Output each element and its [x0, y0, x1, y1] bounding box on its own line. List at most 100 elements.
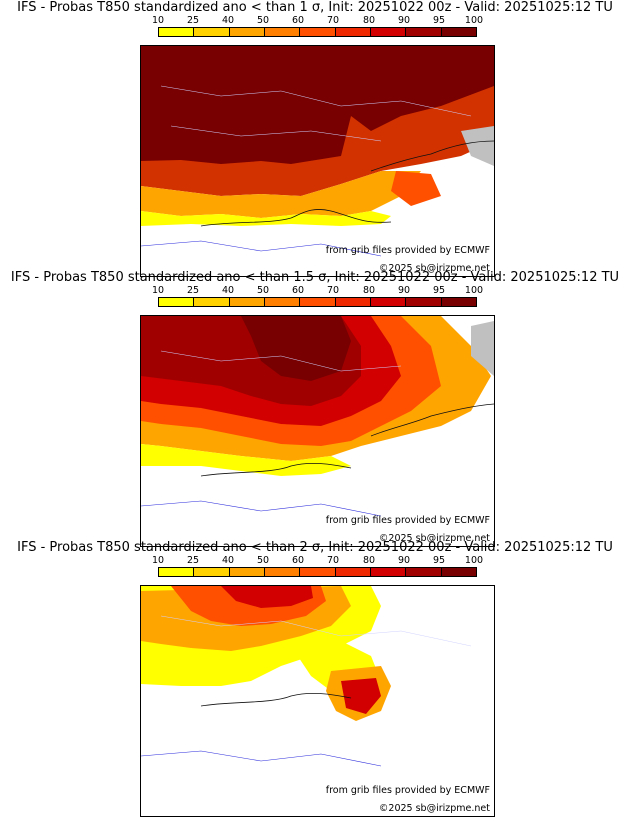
colorbar-label: 60 [291, 15, 305, 26]
colorbar-label: 50 [256, 15, 270, 26]
copyright: ©2025 sb@irizpme.net [378, 803, 490, 814]
colorbar-label: 10 [151, 15, 165, 26]
mountain-mask [471, 321, 494, 376]
colorbar-segment [229, 568, 265, 576]
colorbar-label: 95 [432, 15, 446, 26]
probability-map: from grib files provided by ECMWF ©2025 … [140, 585, 495, 817]
mountain-mask [461, 126, 494, 166]
map-panel-3: IFS - Probas T850 standardized ano < tha… [0, 540, 630, 817]
coastline [200, 209, 392, 227]
prob-field-alps [391, 171, 441, 206]
map-panel-2: IFS - Probas T850 standardized ano < tha… [0, 270, 630, 547]
colorbar-label: 70 [326, 555, 340, 566]
colorbar-segment [335, 298, 371, 306]
colorbar-label: 60 [291, 285, 305, 296]
colorbar-segment [406, 568, 442, 576]
colorbar-label: 40 [221, 15, 235, 26]
colorbar-segment [441, 298, 476, 306]
prob-field-lowest [141, 211, 391, 226]
coastline [370, 140, 494, 172]
river [141, 500, 382, 517]
map-panel-1: IFS - Probas T850 standardized ano < tha… [0, 0, 630, 277]
colorbar-segment [194, 568, 230, 576]
colorbar-segment [159, 298, 195, 306]
region-borders [170, 125, 382, 142]
colorbar-label: 40 [221, 555, 235, 566]
prob-field-lowest [141, 444, 351, 476]
colorbar-label: 25 [186, 15, 200, 26]
river [141, 240, 382, 257]
colorbar-segment [159, 28, 195, 36]
prob-field-high-2 [291, 46, 494, 131]
colorbar-segment [194, 28, 230, 36]
prob-field-highest [241, 316, 351, 381]
colorbar-label: 50 [256, 555, 270, 566]
colorbar-labels: 10 25 40 50 60 70 80 90 95 100 [140, 555, 500, 566]
colorbar-segment [264, 28, 301, 36]
colorbar-segment [264, 568, 301, 576]
region-borders [160, 615, 472, 647]
colorbar-segment [406, 298, 442, 306]
map-canvas [141, 46, 494, 257]
coastline [200, 462, 352, 477]
colorbar-label: 80 [362, 15, 376, 26]
region-borders [160, 350, 402, 372]
colorbar-label: 100 [464, 15, 484, 26]
coastline [370, 403, 494, 437]
panel-title: IFS - Probas T850 standardized ano < tha… [17, 540, 613, 555]
prob-field-alps-core [341, 678, 381, 714]
colorbar-labels: 10 25 40 50 60 70 80 90 95 100 [140, 285, 500, 296]
prob-field-high [221, 586, 313, 608]
colorbar-label: 80 [362, 555, 376, 566]
colorbar-label: 100 [464, 555, 484, 566]
colorbar-segment [335, 28, 371, 36]
probability-map: from grib files provided by ECMWF ©2025 … [140, 315, 495, 547]
colorbar-label: 10 [151, 285, 165, 296]
colorbar-segment [441, 28, 476, 36]
river [141, 750, 382, 767]
colorbar-label: 10 [151, 555, 165, 566]
colorbar-segment [159, 568, 195, 576]
prob-field-low [141, 171, 421, 218]
colorbar-segment [229, 28, 265, 36]
colorbar-label: 70 [326, 15, 340, 26]
colorbar-label: 40 [221, 285, 235, 296]
region-borders [160, 85, 472, 117]
colorbar-label: 25 [186, 285, 200, 296]
colorbar-label: 90 [397, 285, 411, 296]
colorbar-segment [300, 568, 336, 576]
colorbar-segment [406, 28, 442, 36]
source-credit: from grib files provided by ECMWF [325, 785, 490, 796]
colorbar-label: 50 [256, 285, 270, 296]
panel-title: IFS - Probas T850 standardized ano < tha… [17, 0, 613, 15]
copyright: ©2025 sb@irizpme.net [378, 533, 490, 544]
colorbar-segment [300, 28, 336, 36]
colorbar-segment [441, 568, 476, 576]
coastline [200, 692, 352, 707]
colorbar-label: 95 [432, 285, 446, 296]
map-canvas [141, 586, 472, 767]
colorbar-segment [335, 568, 371, 576]
colorbar-label: 90 [397, 555, 411, 566]
colorbar-label: 95 [432, 555, 446, 566]
panel-title: IFS - Probas T850 standardized ano < tha… [10, 270, 620, 285]
colorbar-label: 70 [326, 285, 340, 296]
map-canvas [141, 316, 494, 517]
colorbar-label: 90 [397, 15, 411, 26]
source-credit: from grib files provided by ECMWF [325, 245, 490, 256]
colorbar-label: 80 [362, 285, 376, 296]
colorbar-segment [370, 298, 407, 306]
colorbar [158, 27, 477, 37]
colorbar-segment [194, 298, 230, 306]
colorbar-segment [229, 298, 265, 306]
colorbar-label: 100 [464, 285, 484, 296]
colorbar-label: 60 [291, 555, 305, 566]
source-credit: from grib files provided by ECMWF [325, 515, 490, 526]
colorbar [158, 297, 477, 307]
colorbar [158, 567, 477, 577]
colorbar-segment [370, 28, 407, 36]
probability-map: from grib files provided by ECMWF ©2025 … [140, 45, 495, 277]
colorbar-segment [370, 568, 407, 576]
colorbar-segment [264, 298, 301, 306]
colorbar-label: 25 [186, 555, 200, 566]
